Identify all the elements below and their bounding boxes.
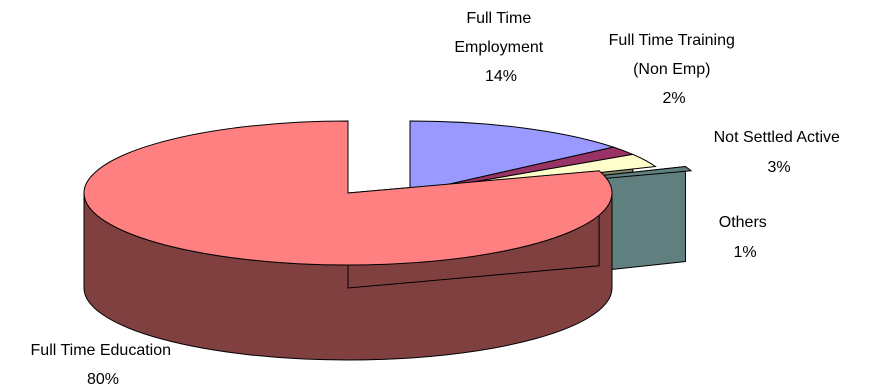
slice-tops [83, 120, 693, 266]
slice-labels: Full Time Employment 14% Full Time Train… [31, 10, 845, 387]
slice-label-others: Others 1% [719, 214, 771, 261]
slice-label-full-time-training: Full Time Training (Non Emp) 2% [609, 32, 740, 107]
slice-full-time-employment [409, 120, 616, 194]
slice-full-time-education [83, 120, 613, 266]
slice-label-full-time-employment: Full Time Employment 14% [454, 10, 547, 85]
slice-label-not-settled-active: Not Settled Active 3% [714, 129, 845, 176]
slice-label-full-time-education: Full Time Education 80% [31, 342, 176, 387]
